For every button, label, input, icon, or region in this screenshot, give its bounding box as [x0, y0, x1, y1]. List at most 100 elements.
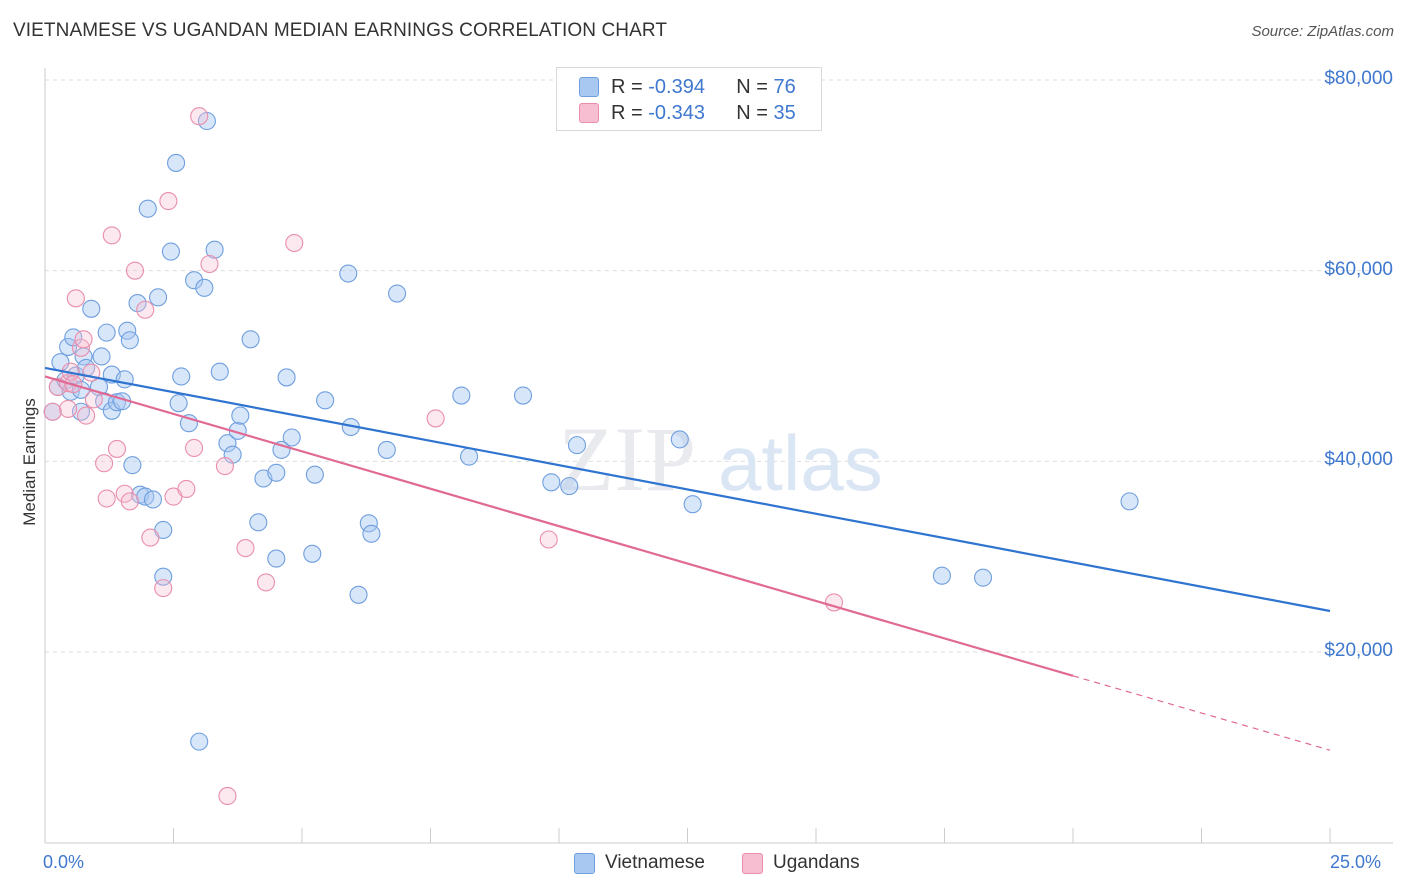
watermark-zip: ZIP [558, 408, 696, 510]
ugandans-point [77, 406, 96, 425]
vietnamese-point [567, 436, 587, 455]
n-value: 35 [773, 101, 796, 124]
ugandans-point [236, 539, 255, 558]
vietnamese-point [97, 323, 116, 342]
legend-item-vietnamese: Vietnamese [574, 852, 705, 874]
ugandans-trend-line [44, 375, 1074, 677]
ugandans-point [190, 107, 209, 126]
ugandans-point [218, 786, 237, 806]
ugandans-trend-extension [1072, 675, 1331, 751]
vietnamese-point [388, 284, 407, 303]
r-value: -0.343 [648, 101, 705, 124]
ugandans-point [200, 254, 219, 274]
vietnamese-point [120, 331, 139, 350]
ugandans-point [159, 192, 178, 211]
r-label: R = [611, 75, 649, 98]
chart-title: VIETNAMESE VS UGANDAN MEDIAN EARNINGS CO… [13, 20, 668, 41]
ugandans-point [285, 233, 304, 253]
y-tick-label: $20,000 [1324, 640, 1393, 661]
ugandans-point [120, 492, 139, 511]
vietnamese-point [560, 477, 579, 496]
vietnamese-point [316, 391, 335, 410]
vietnamese-point [339, 264, 358, 283]
vietnamese-point [349, 585, 368, 604]
ugandans-point [154, 579, 173, 598]
ugandans-point [539, 530, 558, 549]
vietnamese-point [267, 463, 286, 482]
vietnamese-point [169, 394, 188, 413]
vietnamese-point [305, 465, 324, 484]
ugandans-point [426, 409, 445, 428]
vietnamese-point [362, 524, 381, 543]
y-axis-title: Median Earnings [20, 398, 39, 526]
ugandans-point [74, 330, 93, 349]
vietnamese-point [185, 271, 204, 290]
x-max-label: 25.0% [1330, 852, 1382, 872]
legend-label-ugandans: Ugandans [773, 852, 860, 873]
vietnamese-point [459, 447, 479, 466]
vietnamese-point [149, 288, 168, 307]
x-min-label: 0.0% [43, 852, 85, 872]
vietnamese-point [190, 732, 209, 751]
ugandans-point [66, 289, 85, 308]
correlation-stats-box: R = -0.394 N = 76 R = -0.343 N = 35 [556, 67, 822, 131]
vietnamese-point [513, 386, 533, 405]
vietnamese-point [210, 362, 229, 381]
legend-item-ugandans: Ugandans [742, 852, 860, 874]
vietnamese-point [167, 153, 186, 172]
axes [44, 68, 1393, 844]
vietnamese-point [172, 367, 191, 386]
r-value: -0.394 [648, 75, 705, 98]
data-points [43, 107, 1139, 806]
vietnamese-point [973, 568, 993, 587]
ugandans-point [48, 377, 67, 397]
vietnamese-point [303, 544, 322, 563]
vietnamese-point [282, 428, 301, 447]
source-credit: Source: ZipAtlas.com [1251, 23, 1394, 40]
ugandans-point [97, 489, 116, 508]
ugandans-point [125, 261, 144, 280]
gridlines [45, 79, 1393, 653]
n-value: 76 [773, 75, 796, 98]
vietnamese-point [683, 495, 702, 514]
vietnamese-point [128, 294, 147, 313]
vietnamese-point [277, 368, 296, 387]
ugandans-point [102, 226, 121, 245]
zipatlas-watermark: ZIP atlas [558, 408, 883, 510]
vietnamese-point [452, 386, 471, 405]
vietnamese-point [115, 370, 134, 389]
n-label: N = [736, 101, 774, 124]
legend-swatch-vietnamese [574, 852, 595, 874]
vietnamese-point [59, 337, 78, 356]
legend-label-vietnamese: Vietnamese [605, 852, 705, 873]
vietnamese-point [267, 549, 286, 568]
ugandans-point [59, 399, 78, 418]
ugandans-swatch [579, 103, 599, 123]
y-tick-label: $80,000 [1324, 68, 1393, 89]
vietnamese-point [218, 434, 237, 453]
ugandans-point [215, 457, 234, 476]
n-label: N = [736, 75, 774, 98]
vietnamese-point [161, 242, 180, 261]
ugandans-point [43, 402, 62, 421]
vietnamese-point [195, 278, 214, 297]
vietnamese-point [1120, 492, 1139, 511]
vietnamese-point [932, 566, 951, 585]
stats-row-ugandans: R = -0.343 N = 35 [579, 100, 796, 126]
r-label: R = [611, 101, 649, 124]
vietnamese-point [82, 299, 101, 318]
stats-row-vietnamese: R = -0.394 N = 76 [579, 74, 796, 100]
vietnamese-point [542, 473, 561, 492]
ugandans-point [256, 573, 276, 592]
ugandans-point [185, 438, 204, 458]
vietnamese-point [241, 330, 260, 349]
vietnamese-point [143, 490, 162, 509]
vietnamese-point [138, 199, 157, 218]
vietnamese-point [377, 440, 396, 459]
ugandans-point [107, 439, 127, 458]
y-tick-label: $40,000 [1324, 449, 1393, 471]
ugandans-point [95, 454, 114, 473]
watermark-atlas: atlas [718, 419, 883, 507]
vietnamese-point [92, 347, 111, 366]
